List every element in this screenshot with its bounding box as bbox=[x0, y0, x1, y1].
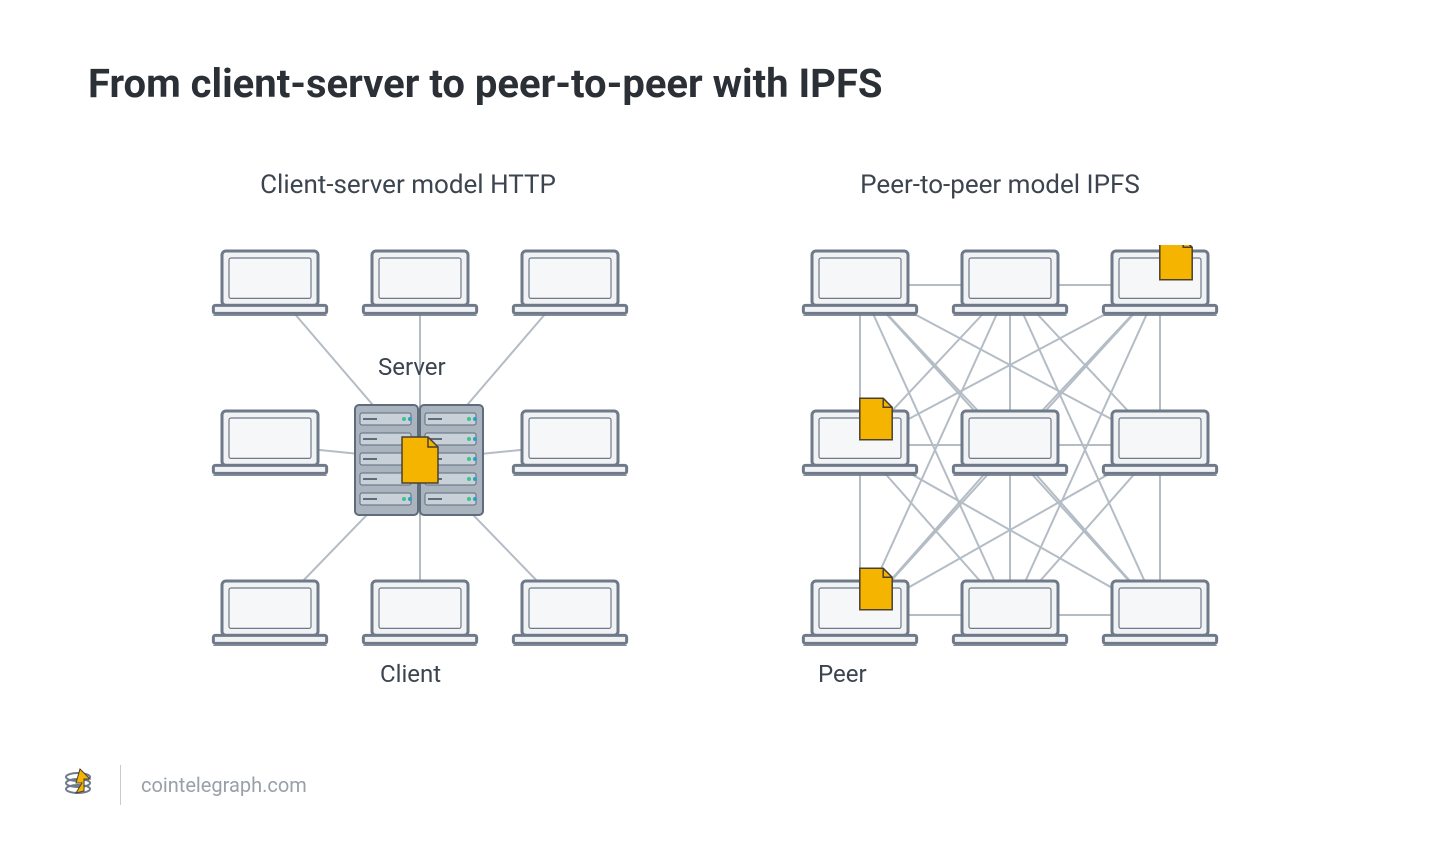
footer-divider bbox=[120, 765, 121, 805]
file-icon bbox=[402, 437, 438, 483]
subtitle-right: Peer-to-peer model IPFS bbox=[790, 170, 1210, 200]
laptop-icon bbox=[363, 251, 476, 315]
laptop-icon bbox=[1103, 581, 1216, 645]
laptop-icon bbox=[953, 251, 1066, 315]
server-label: Server bbox=[378, 353, 446, 381]
footer: cointelegraph.com bbox=[60, 763, 307, 807]
laptop-icon bbox=[803, 251, 916, 315]
client-label: Client bbox=[380, 660, 441, 688]
laptop-icon bbox=[513, 581, 626, 645]
file-icon bbox=[1160, 245, 1192, 280]
laptop-icon bbox=[513, 411, 626, 475]
footer-site: cointelegraph.com bbox=[141, 773, 307, 797]
peer-to-peer-diagram bbox=[800, 245, 1220, 679]
laptop-icon bbox=[213, 251, 326, 315]
page-title: From client-server to peer-to-peer with … bbox=[88, 60, 883, 107]
laptop-icon bbox=[213, 411, 326, 475]
laptop-icon bbox=[213, 581, 326, 645]
laptop-icon bbox=[1103, 411, 1216, 475]
file-icon bbox=[860, 398, 892, 439]
laptop-icon bbox=[513, 251, 626, 315]
logo-icon bbox=[60, 763, 100, 807]
client-server-diagram bbox=[210, 245, 630, 679]
laptop-icon bbox=[953, 411, 1066, 475]
laptop-icon bbox=[363, 581, 476, 645]
subtitle-left: Client-server model HTTP bbox=[218, 170, 598, 200]
laptop-icon bbox=[953, 581, 1066, 645]
file-icon bbox=[860, 568, 892, 609]
peer-label: Peer bbox=[818, 660, 867, 688]
